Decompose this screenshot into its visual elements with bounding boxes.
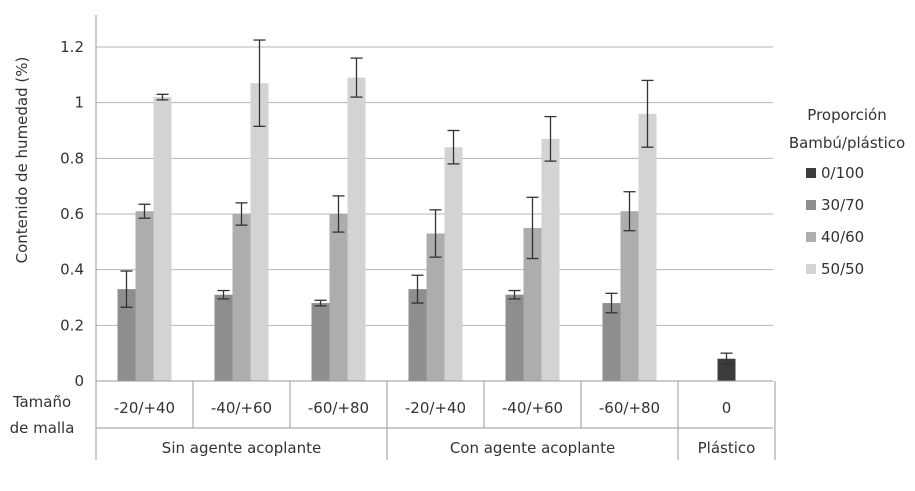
x-tick-label: -60/+80 [599,399,660,417]
bar-50-50 [347,77,366,381]
x-tick-label: -20/+40 [114,399,175,417]
x-row-label-line2: de malla [10,419,75,437]
bar-40-60 [135,211,154,381]
bar-50-50 [153,97,172,381]
bar-50-50 [541,138,560,381]
bar-30-70 [214,294,233,381]
error-bars [120,39,733,365]
legend-swatch [806,200,816,210]
group-label: Plástico [698,439,756,457]
bar-30-70 [408,289,427,381]
bar-30-70 [602,303,621,381]
x-row-label-line1: Tamaño [12,393,71,411]
legend-title-line1: Proporción [807,106,886,124]
x-axis-table: Sin agente acoplante -20/+40 -40/+60 -60/+8… [96,380,776,460]
bar-50-50 [638,113,657,382]
x-tick-label: 0 [722,399,732,417]
legend: Proporción Bambú/plástico 0/100 30/70 40/6… [789,106,905,278]
legend-swatch [806,168,816,178]
bar-40-60 [620,211,639,381]
bar-40-60 [329,214,348,381]
legend-swatch [806,264,816,274]
legend-entry: 0/100 [821,164,864,182]
y-tick-labels: 0 0.2 0.4 0.6 0.8 1 1.2 [60,38,84,390]
y-tick-label: 0 [74,372,84,390]
bar-40-60 [523,227,542,381]
y-axis-label: Contenido de humedad (%) [13,57,31,264]
y-tick-label: 0.2 [60,316,84,334]
y-tick-label: 1.2 [60,38,84,56]
legend-entry: 50/50 [821,260,864,278]
bar-50-50 [250,83,269,381]
x-tick-label: -40/+60 [211,399,272,417]
bar-40-60 [426,233,445,381]
bar-30-70 [505,294,524,381]
bar-30-70 [311,303,330,381]
bar-50-50 [444,147,463,381]
x-tick-label: -60/+80 [308,399,369,417]
bar-30-70 [117,289,136,381]
legend-swatch [806,232,816,242]
bars [117,77,736,382]
legend-entry: 40/60 [821,228,864,246]
legend-title-line2: Bambú/plástico [789,134,905,152]
y-tick-label: 0.8 [60,149,84,167]
x-tick-label: -40/+60 [502,399,563,417]
bar-40-60 [232,214,251,381]
group-label: Con agente acoplante [450,439,615,457]
y-tick-label: 0.4 [60,261,84,279]
y-tick-label: 0.6 [60,205,84,223]
x-tick-label: -20/+40 [405,399,466,417]
legend-entry: 30/70 [821,196,864,214]
group-label: Sin agente acoplante [162,439,321,457]
y-tick-label: 1 [74,94,84,112]
